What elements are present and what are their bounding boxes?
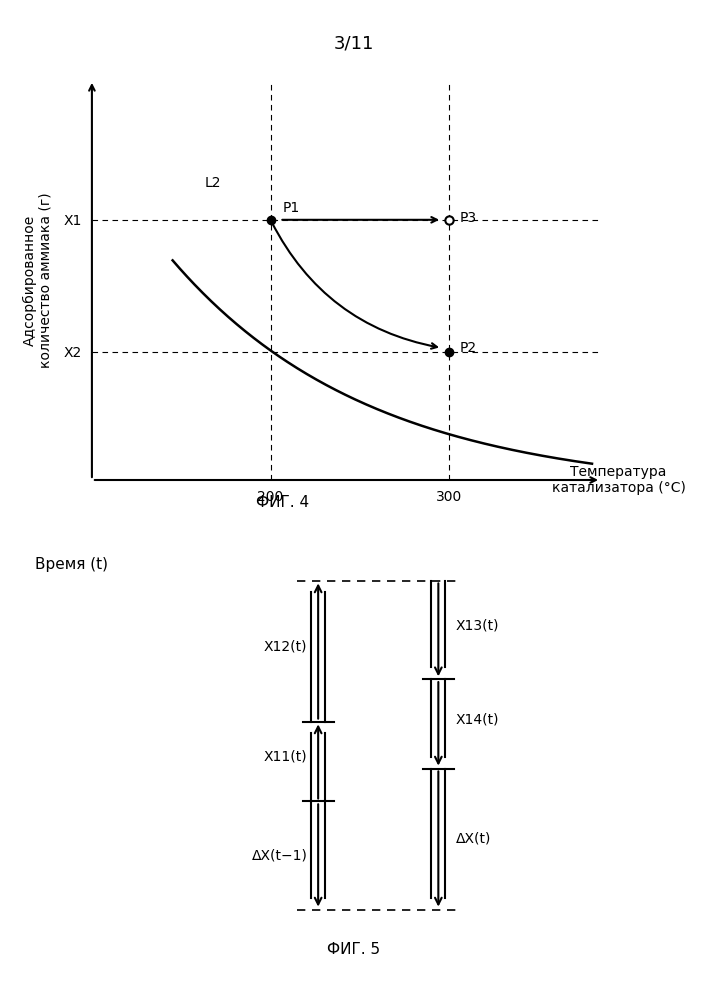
Text: ФИГ. 5: ФИГ. 5 <box>327 942 380 957</box>
Text: ΔX(t): ΔX(t) <box>456 832 491 846</box>
Text: ΔX(t−1): ΔX(t−1) <box>252 848 308 862</box>
Text: Температура
катализатора (°C): Температура катализатора (°C) <box>551 465 686 495</box>
Text: Время (t): Время (t) <box>35 557 108 572</box>
Y-axis label: Адсорбированное
количество аммиака (г): Адсорбированное количество аммиака (г) <box>23 192 53 368</box>
Text: X12(t): X12(t) <box>264 639 308 653</box>
Text: X11(t): X11(t) <box>264 750 308 764</box>
Text: X13(t): X13(t) <box>456 618 500 632</box>
Text: P1: P1 <box>283 201 300 215</box>
Text: L2: L2 <box>204 176 221 190</box>
Text: ФИГ. 4: ФИГ. 4 <box>256 495 310 510</box>
Text: X14(t): X14(t) <box>456 712 500 726</box>
Text: P3: P3 <box>460 211 477 225</box>
Text: 3/11: 3/11 <box>333 35 374 53</box>
Text: P2: P2 <box>460 341 477 355</box>
